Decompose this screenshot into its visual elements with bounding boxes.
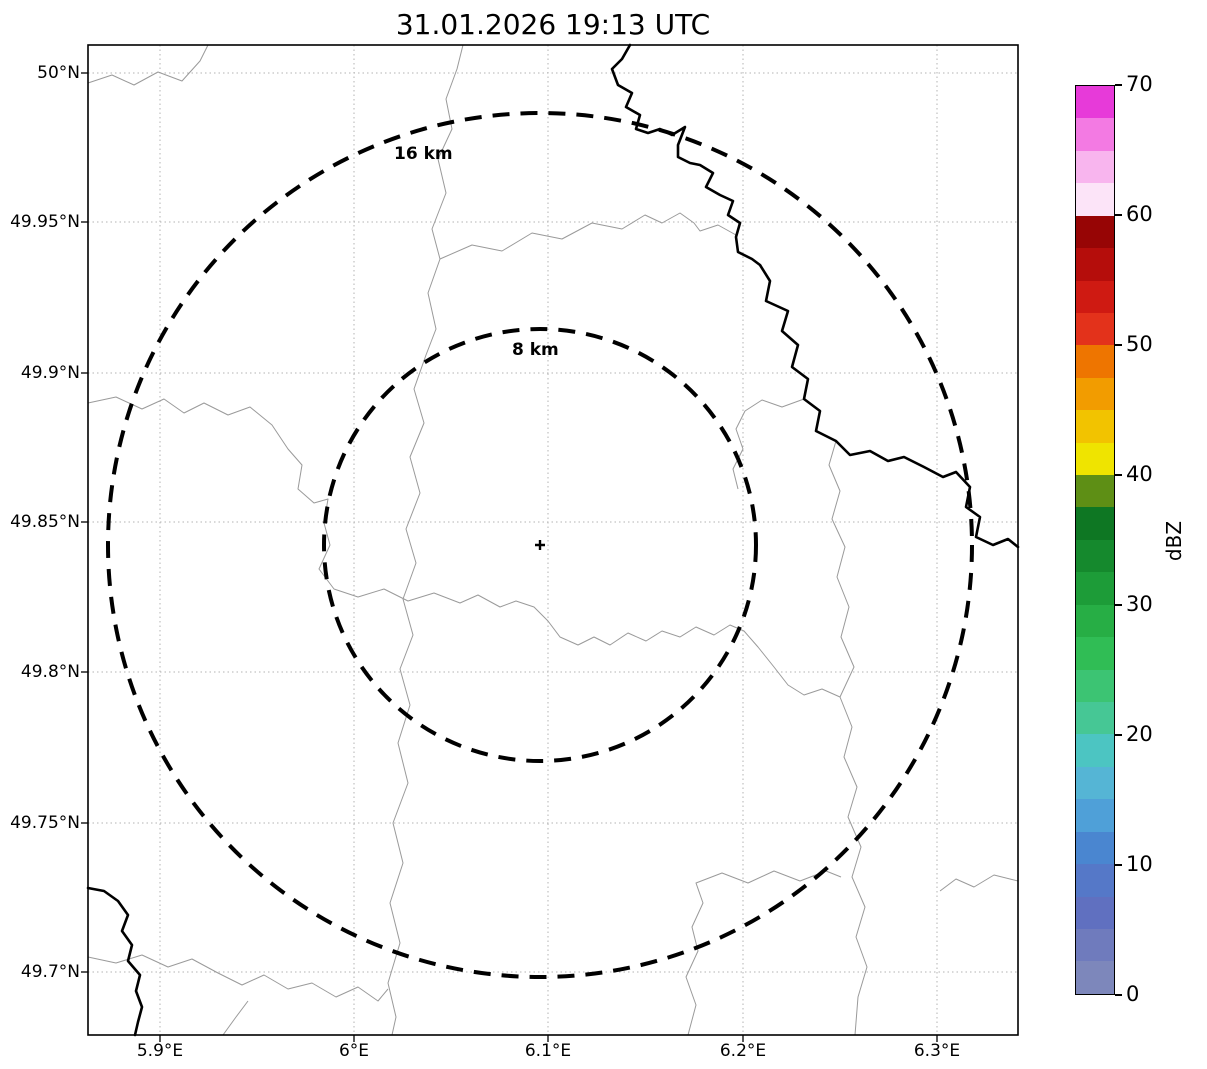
figure-title: 31.01.2026 19:13 UTC [395, 8, 711, 41]
colorbar [1075, 85, 1115, 995]
plot-border [87, 44, 1019, 1036]
x-tick-label: 6.1°E [524, 1041, 572, 1061]
y-tick-label: 50°N [37, 63, 80, 83]
ring-label-16km: 16 km [394, 144, 453, 164]
colorbar-tick-mark [1115, 994, 1122, 996]
colorbar-tick-label: 10 [1126, 852, 1153, 876]
range-ring-16km [106, 111, 974, 979]
colorbar-segment [1076, 150, 1114, 184]
x-tick-label: 6.2°E [719, 1041, 767, 1061]
colorbar-segment [1076, 896, 1114, 929]
municipal-boundary-line [439, 212, 737, 260]
colorbar-tick-label: 0 [1126, 982, 1140, 1006]
map-plot-area: 16 km 8 km [81, 43, 1020, 1042]
colorbar-segment [1076, 637, 1114, 670]
colorbar-tick-mark [1115, 214, 1122, 216]
country-border-river-line [610, 43, 1020, 549]
colorbar-segment [1076, 604, 1114, 638]
municipal-boundary-line [87, 396, 329, 524]
municipal-boundary-line [828, 440, 868, 1036]
municipal-boundary-line [222, 1000, 249, 1036]
colorbar-tick-label: 70 [1126, 72, 1153, 96]
colorbar-segment [1076, 507, 1114, 540]
y-tick-label: 49.8°N [20, 662, 80, 682]
colorbar-segment [1076, 248, 1114, 281]
colorbar-unit-label: dBZ [1162, 520, 1186, 562]
colorbar-tick-mark [1115, 84, 1122, 86]
y-tick-label: 49.7°N [20, 962, 80, 982]
colorbar-segment [1076, 86, 1114, 119]
ring-label-8km: 8 km [512, 340, 559, 360]
x-tick-label: 6°E [338, 1041, 370, 1061]
municipal-boundary-line [685, 870, 842, 1036]
colorbar-segment [1076, 183, 1114, 216]
municipal-boundary-line [87, 44, 209, 86]
grid-lines [88, 45, 1018, 1035]
x-tick-label: 5.9°E [136, 1041, 184, 1061]
colorbar-tick-label: 60 [1126, 202, 1153, 226]
colorbar-segment [1076, 831, 1114, 865]
y-tick-label: 49.95°N [10, 212, 80, 232]
colorbar-tick-label: 20 [1126, 722, 1153, 746]
municipal-boundary-line [87, 954, 389, 1002]
municipal-boundary-line [387, 44, 464, 1036]
colorbar-tick-label: 40 [1126, 462, 1153, 486]
x-tick-label: 6.3°E [913, 1041, 961, 1061]
colorbar-segment [1076, 864, 1114, 897]
y-tick-label: 49.75°N [10, 813, 80, 833]
country-border-river [86, 43, 1020, 1037]
colorbar-segment [1076, 766, 1114, 800]
colorbar-segment [1076, 928, 1114, 962]
colorbar-segment [1076, 118, 1114, 151]
colorbar-segment [1076, 475, 1114, 508]
colorbar-tick-mark [1115, 864, 1122, 866]
colorbar-segment [1076, 572, 1114, 605]
radar-center-marker [535, 540, 545, 550]
y-tick-label: 49.85°N [10, 512, 80, 532]
axis-tick-marks [81, 72, 938, 1042]
colorbar-segment [1076, 799, 1114, 832]
y-tick-label: 49.9°N [20, 363, 80, 383]
colorbar-segment [1076, 734, 1114, 767]
range-rings [106, 111, 974, 979]
colorbar-tick-mark [1115, 604, 1122, 606]
colorbar-segment [1076, 669, 1114, 703]
colorbar-segment [1076, 345, 1114, 378]
colorbar-tick-label: 50 [1126, 332, 1153, 356]
municipal-boundary-line [939, 874, 1019, 892]
colorbar-tick-label: 30 [1126, 592, 1153, 616]
municipal-boundaries [87, 44, 1019, 1036]
colorbar-segment [1076, 377, 1114, 411]
colorbar-segment [1076, 961, 1114, 994]
colorbar-segment [1076, 410, 1114, 443]
colorbar-segment [1076, 539, 1114, 573]
range-ring-8km [322, 327, 758, 763]
colorbar-segment [1076, 312, 1114, 346]
municipal-boundary-line [318, 522, 841, 698]
municipal-boundary-line [732, 398, 805, 490]
colorbar-segment [1076, 280, 1114, 313]
colorbar-tick-mark [1115, 344, 1122, 346]
colorbar-segment [1076, 442, 1114, 476]
colorbar-tick-mark [1115, 734, 1122, 736]
colorbar-segment [1076, 215, 1114, 249]
country-border-river-line [86, 886, 144, 1037]
map-canvas [81, 43, 1020, 1042]
colorbar-tick-mark [1115, 474, 1122, 476]
colorbar-segment [1076, 702, 1114, 735]
